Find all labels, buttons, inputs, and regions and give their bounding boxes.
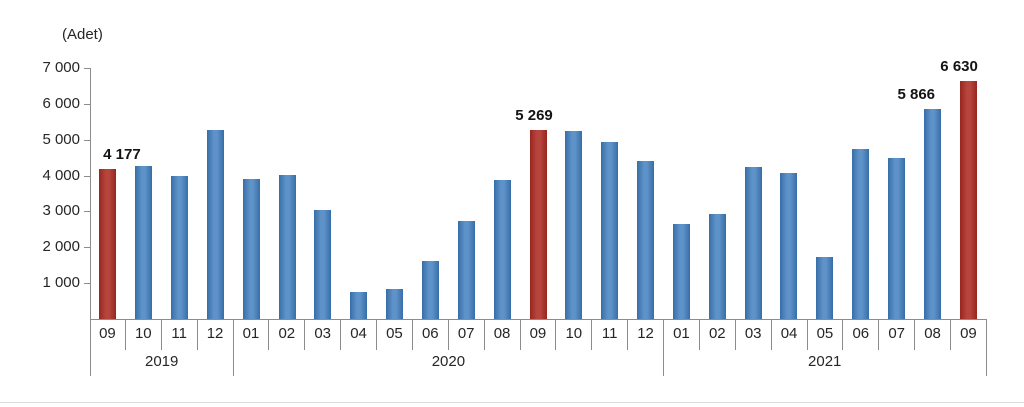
y-axis-label-4000: 4 000 (42, 166, 80, 184)
bar-2021-09 (959, 81, 977, 319)
bar-2021-07 (887, 157, 905, 319)
bar-2020-08 (493, 179, 511, 319)
y-axis-label-7000: 7 000 (42, 59, 80, 76)
x-label-2021-08: 08 (915, 319, 951, 350)
data-label-2021-08: 5 866 (897, 85, 936, 103)
bar-2020-06 (421, 260, 439, 319)
bar-2020-07 (457, 221, 475, 319)
y-axis-tick-6000 (84, 103, 90, 105)
x-label-2020-04: 04 (341, 319, 377, 350)
y-axis-tick-4000 (84, 175, 90, 177)
x-label-2019-11: 11 (162, 319, 198, 350)
year-separator (986, 319, 987, 376)
x-label-2019-12: 12 (198, 319, 234, 350)
bar-2021-08 (923, 108, 941, 319)
bar-2021-02 (708, 213, 726, 319)
y-axis-tick-3000 (84, 211, 90, 213)
bar-2019-11 (171, 176, 189, 319)
x-label-2020-06: 06 (413, 319, 449, 350)
bar-2020-11 (601, 141, 619, 319)
bar-2020-02 (278, 174, 296, 319)
y-axis-label-6000: 6 000 (42, 94, 80, 112)
y-axis-tick-7000 (84, 68, 90, 69)
bar-2020-04 (350, 291, 368, 319)
bar-2019-12 (206, 129, 224, 319)
bar-2020-10 (565, 130, 583, 319)
x-label-2019-09: 09 (90, 319, 126, 350)
y-axis-tick-1000 (84, 283, 90, 285)
bar-2020-12 (637, 160, 655, 319)
data-label-2020-09: 5 269 (515, 107, 553, 125)
x-label-2020-11: 11 (592, 319, 629, 350)
data-label-2019-09: 4 177 (103, 146, 141, 164)
year-separator (233, 319, 235, 376)
bar-2020-01 (242, 179, 260, 319)
bar-2021-01 (672, 224, 690, 319)
x-label-2020-02: 02 (269, 319, 306, 350)
x-label-2021-06: 06 (843, 319, 880, 350)
x-label-2021-04: 04 (772, 319, 808, 350)
y-axis-line (90, 68, 91, 319)
x-axis-month-row: 09 10 11 12 01 02 03 04 05 06 07 08 09 10 11 12 01 02 03 04… (90, 319, 986, 350)
bar-2019-10 (135, 165, 153, 319)
x-label-2020-08: 08 (485, 319, 521, 350)
bar-2021-04 (780, 173, 798, 319)
y-axis-tick-5000 (84, 139, 90, 141)
x-label-2020-03: 03 (305, 319, 342, 350)
year-label-2020: 2020 (431, 353, 466, 370)
year-label-2021: 2021 (808, 353, 842, 370)
year-separator (90, 319, 91, 376)
x-label-2019-10: 10 (126, 319, 162, 350)
x-axis-line (90, 319, 986, 320)
y-axis-label-2000: 2 000 (42, 238, 80, 256)
x-label-2021-09: 09 (960, 325, 977, 342)
bar-2021-05 (816, 256, 834, 319)
year-label-2019: 2019 (144, 353, 179, 370)
y-axis-unit-label: (Adet) (62, 26, 103, 43)
bar-2019-09 (99, 169, 117, 319)
x-label-2021-01: 01 (664, 319, 700, 350)
x-label-2020-07: 07 (449, 319, 485, 350)
y-axis-label-3000: 3 000 (42, 202, 80, 220)
x-label-2020-05: 05 (377, 319, 413, 350)
bar-2020-05 (386, 288, 404, 319)
x-label-2021-07: 07 (879, 319, 916, 350)
x-label-2021-03: 03 (736, 319, 772, 350)
y-axis-label-5000: 5 000 (42, 130, 80, 148)
bar-2020-03 (314, 210, 332, 319)
data-label-2021-09: 6 630 (940, 58, 978, 76)
year-separator (663, 319, 665, 376)
bottom-rule (0, 402, 1024, 403)
bar-2021-06 (852, 149, 870, 319)
x-label-2021-05: 05 (808, 319, 844, 350)
x-label-2020-01: 01 (234, 319, 270, 350)
bar-2021-03 (744, 167, 762, 319)
x-label-2020-10: 10 (556, 319, 593, 350)
x-label-2021-02: 02 (700, 319, 736, 350)
x-label-2020-09: 09 (521, 319, 557, 350)
bar-2020-09 (529, 130, 547, 319)
y-axis-label-1000: 1 000 (42, 274, 80, 292)
x-label-2020-12: 12 (628, 319, 664, 350)
y-axis-tick-2000 (84, 247, 90, 249)
